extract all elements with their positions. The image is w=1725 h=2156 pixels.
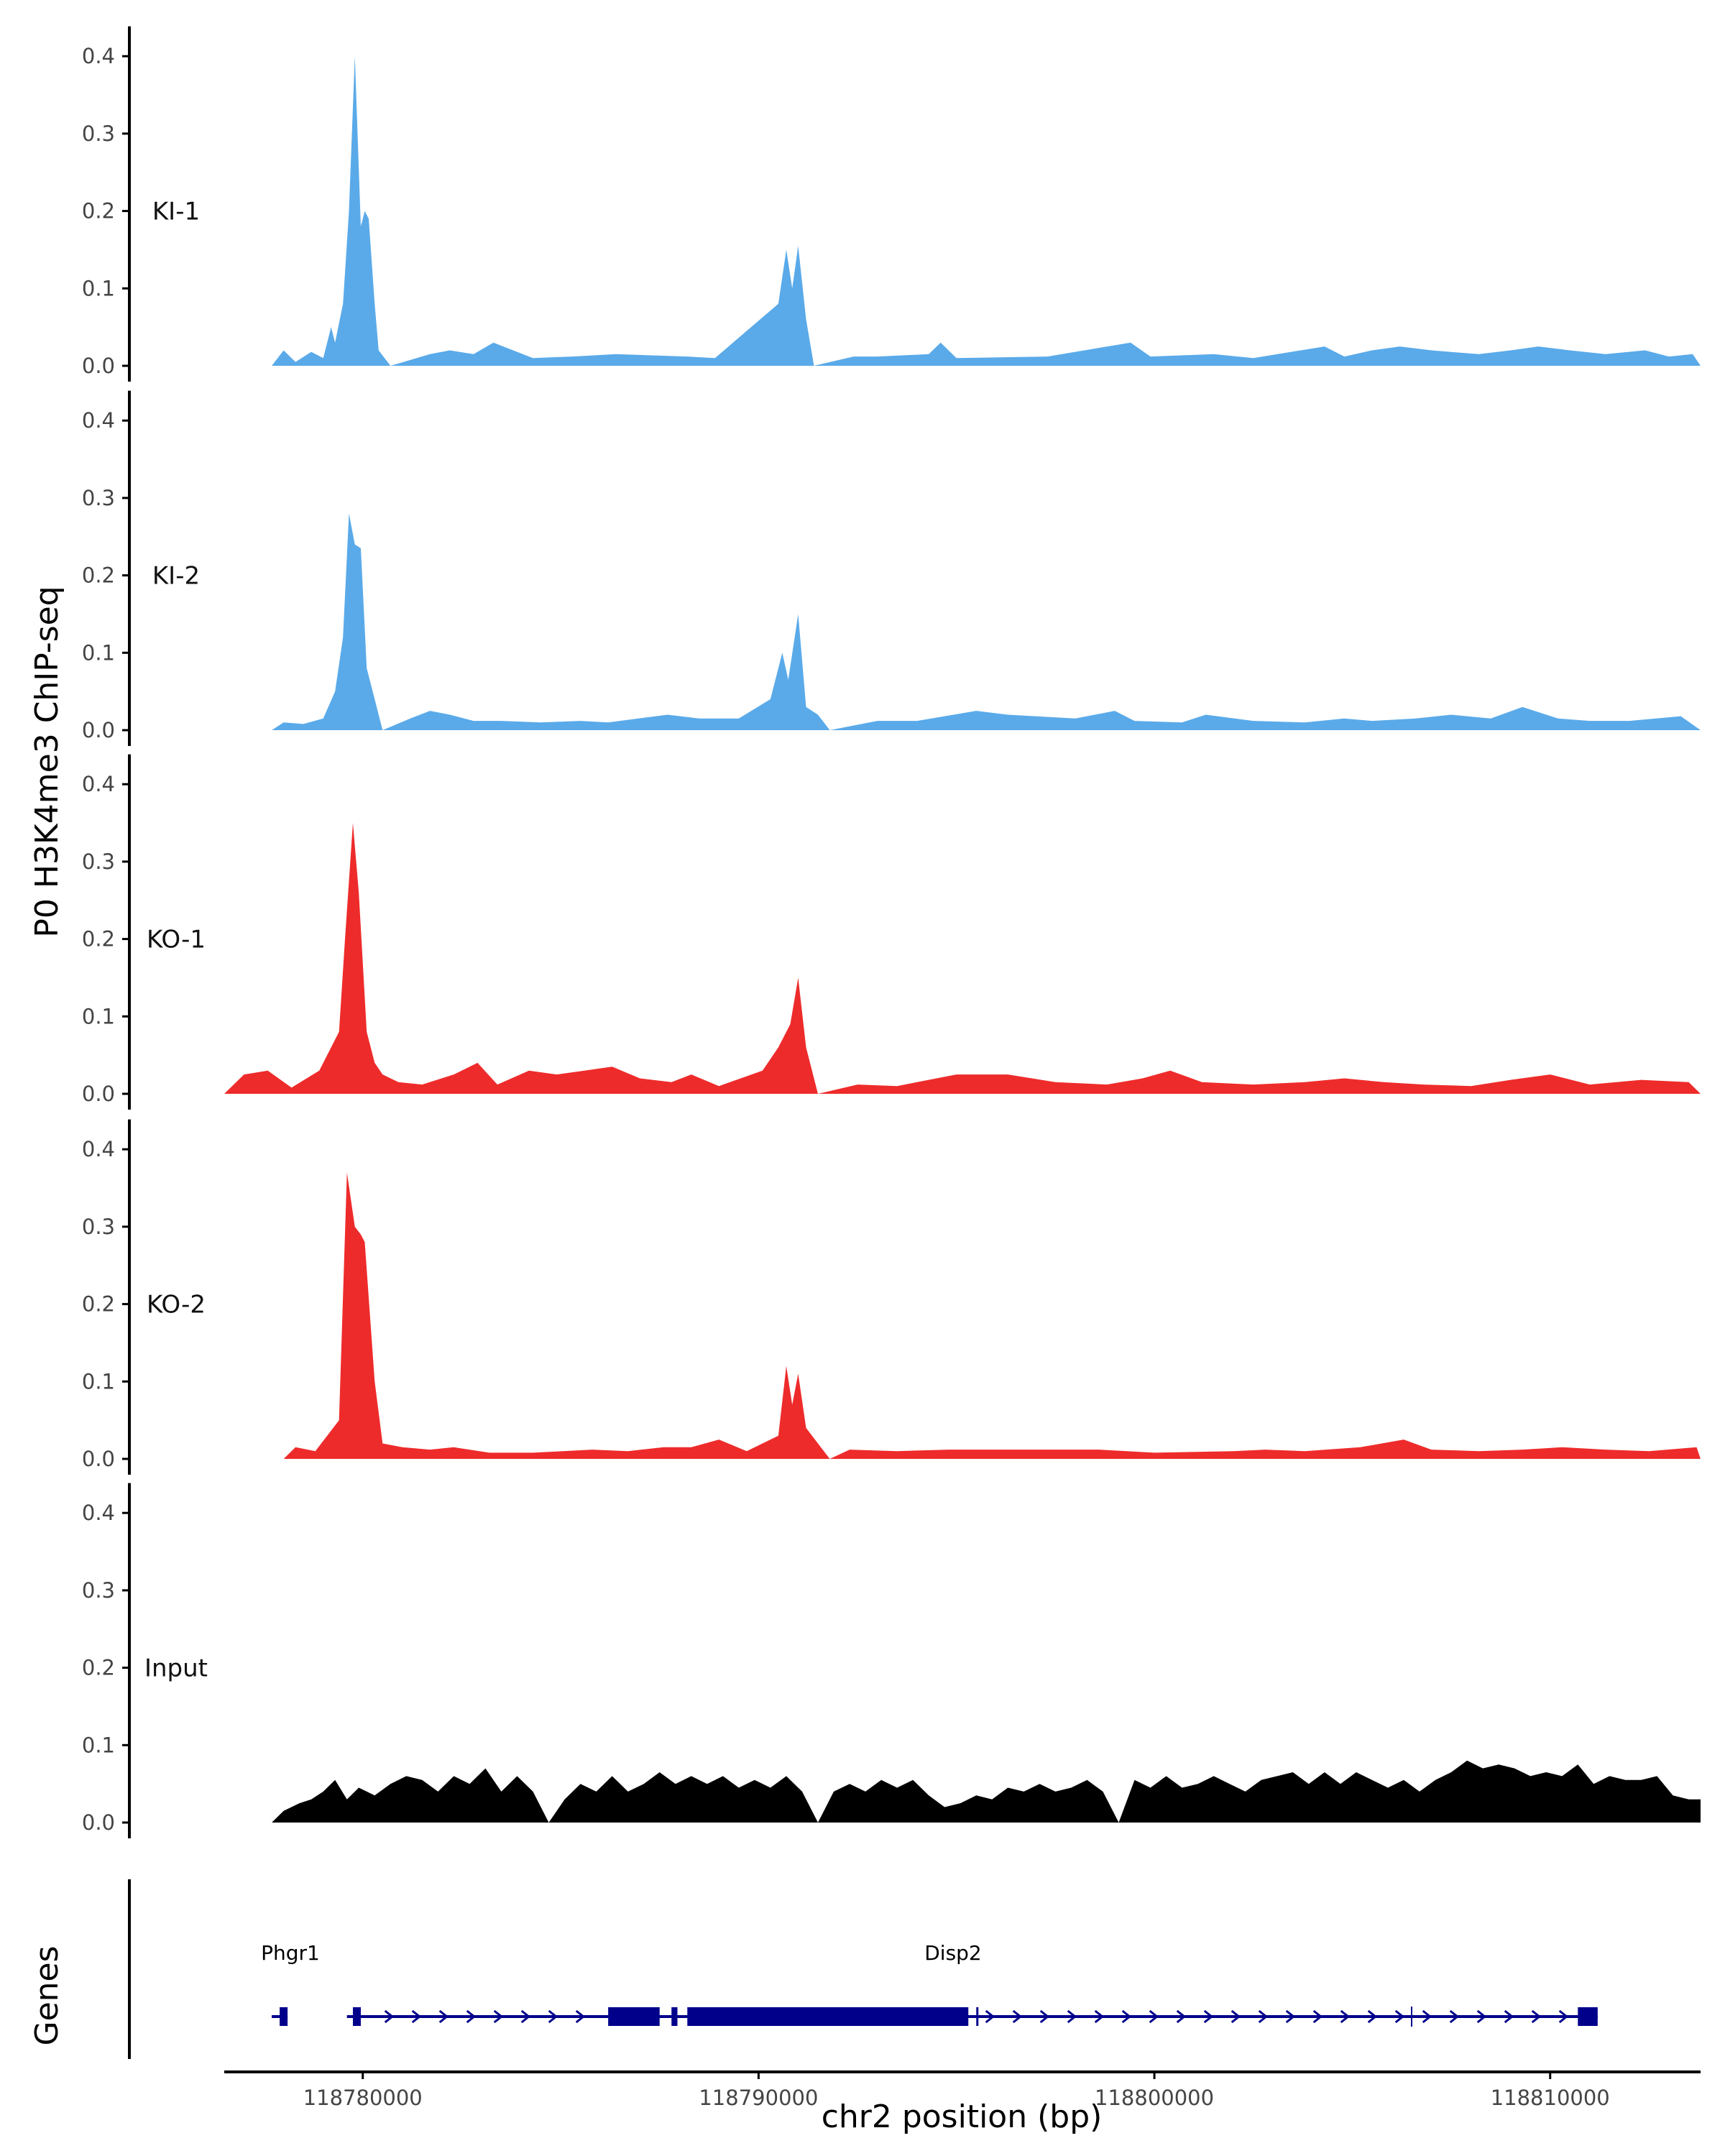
x-axis: 118780000 118790000 118800000 118810000 — [224, 2070, 1701, 2110]
y-tick-label: 0.1 — [82, 1733, 115, 1757]
gene-name-disp2: Disp2 — [924, 1941, 982, 1965]
signal-area-ko-1 — [224, 823, 1701, 1094]
strand-arrow — [1394, 2009, 1405, 2024]
y-tick-label: 0.4 — [82, 44, 115, 68]
y-tick-label: 0.4 — [82, 408, 115, 433]
signal-tracks: 0.00.10.20.30.4KI-10.00.10.20.30.4KI-20.… — [82, 26, 1701, 1838]
y-tick-label: 0.1 — [82, 640, 115, 665]
gene-disp2: Disp2 — [346, 1941, 1598, 2027]
y-tick-label: 0.2 — [82, 1292, 115, 1317]
strand-arrow — [1258, 2009, 1269, 2024]
track-input: 0.0 0.1 0.2 0.3 0.4 Input — [82, 1483, 1701, 1838]
strand-arrow — [1067, 2009, 1077, 2024]
strand-arrow — [1203, 2009, 1214, 2024]
strand-arrow — [1094, 2009, 1105, 2024]
track-label-ko-2: KO-2 — [147, 1291, 206, 1319]
strand-arrow — [520, 2009, 531, 2024]
exon — [280, 2007, 288, 2026]
strand-arrow — [466, 2009, 477, 2024]
track-label-ko-1: KO-1 — [147, 926, 206, 954]
gene-phgr1: Phgr1 — [261, 1941, 320, 2026]
y-tick-label: 0.3 — [82, 849, 115, 874]
y-tick-label: 0.4 — [82, 1501, 115, 1525]
exon — [608, 2007, 660, 2026]
y-tick-label: 0.0 — [82, 718, 115, 742]
y-tick-label: 0.0 — [82, 1082, 115, 1106]
strand-arrow — [575, 2009, 586, 2024]
genes-track: Phgr1 Disp2 — [128, 1879, 1598, 2059]
signal-area-ki-1 — [272, 56, 1701, 366]
strand-arrow — [548, 2009, 558, 2024]
track-label-input: Input — [144, 1654, 208, 1683]
y-tick-label: 0.1 — [82, 1004, 115, 1028]
strand-arrow — [1558, 2009, 1569, 2024]
track-ko-2: 0.0 0.1 0.2 0.3 0.4 KO-2 — [82, 1119, 1701, 1475]
strand-arrow — [438, 2009, 449, 2024]
track-label-ki-2: KI-2 — [152, 562, 200, 591]
strand-arrow — [985, 2009, 995, 2024]
x-tick-label: 118790000 — [699, 2086, 818, 2110]
strand-arrow — [384, 2009, 395, 2024]
strand-arrow — [1367, 2009, 1378, 2024]
y-tick-label: 0.4 — [82, 772, 115, 796]
y-tick-label: 0.2 — [82, 1656, 115, 1680]
strand-arrow — [1531, 2009, 1542, 2024]
x-tick-label: 118810000 — [1491, 2086, 1610, 2110]
strand-arrow — [1312, 2009, 1323, 2024]
exon — [352, 2007, 361, 2026]
strand-arrow — [1121, 2009, 1132, 2024]
strand-arrow — [1422, 2009, 1432, 2024]
y-tick-label: 0.0 — [82, 354, 115, 378]
track-ki-1: 0.0 0.1 0.2 0.3 0.4 KI-1 — [82, 26, 1701, 382]
strand-arrow — [1285, 2009, 1296, 2024]
y-tick-label: 0.1 — [82, 276, 115, 300]
y-tick-label: 0.2 — [82, 199, 115, 224]
x-tick-label: 118800000 — [1095, 2086, 1214, 2110]
y-tick-label: 0.1 — [82, 1369, 115, 1393]
x-axis-title: chr2 position (bp) — [822, 2099, 1103, 2135]
y-tick-label: 0.0 — [82, 1810, 115, 1835]
strand-arrow — [1149, 2009, 1159, 2024]
strand-arrow — [1504, 2009, 1514, 2024]
exon — [976, 2007, 979, 2026]
strand-arrow — [411, 2009, 422, 2024]
y-tick-label: 0.3 — [82, 121, 115, 146]
genes-track-label: Genes — [29, 1945, 65, 2045]
y-tick-label: 0.3 — [82, 1578, 115, 1603]
strand-arrow — [1176, 2009, 1187, 2024]
strand-arrow — [1039, 2009, 1050, 2024]
exon — [687, 2007, 969, 2026]
signal-area-ki-2 — [272, 513, 1701, 730]
y-tick-label: 0.2 — [82, 563, 115, 588]
strand-arrow — [1449, 2009, 1460, 2024]
y-axis-title: P0 H3K4me3 ChIP-seq — [29, 586, 65, 937]
strand-arrow — [493, 2009, 504, 2024]
track-ko-1: 0.0 0.1 0.2 0.3 0.4 KO-1 — [82, 754, 1701, 1110]
exon — [1578, 2007, 1598, 2026]
y-tick-label: 0.4 — [82, 1137, 115, 1161]
strand-arrow — [1340, 2009, 1351, 2024]
exon — [671, 2007, 678, 2026]
strand-arrow — [1012, 2009, 1023, 2024]
strand-arrow — [1476, 2009, 1487, 2024]
strand-arrow — [1230, 2009, 1241, 2024]
y-tick-label: 0.3 — [82, 1215, 115, 1239]
gene-name-phgr1: Phgr1 — [261, 1941, 320, 1965]
y-tick-label: 0.3 — [82, 486, 115, 510]
x-tick-label: 118780000 — [303, 2086, 423, 2110]
track-label-ki-1: KI-1 — [152, 198, 200, 226]
track-ki-2: 0.0 0.1 0.2 0.3 0.4 KI-2 — [82, 390, 1701, 746]
y-tick-label: 0.2 — [82, 927, 115, 952]
signal-area-ko-2 — [283, 1172, 1701, 1459]
signal-area-input — [272, 1760, 1701, 1823]
y-tick-label: 0.0 — [82, 1447, 115, 1471]
